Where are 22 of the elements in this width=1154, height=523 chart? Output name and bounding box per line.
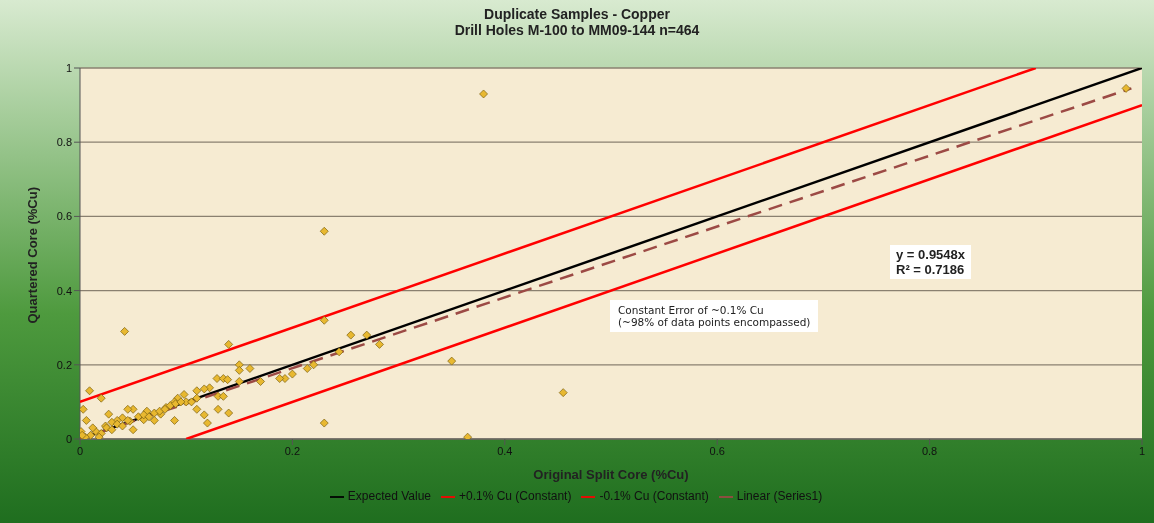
note-box: y = 0.9548x R² = 0.7186 (890, 245, 972, 279)
x-tick-label: 0.6 (709, 444, 725, 457)
legend-label: +0.1% Cu (Constant) (459, 489, 572, 503)
x-tick-label: 1 (1138, 444, 1146, 457)
x-tick-label: 0.4 (497, 444, 513, 457)
legend-label: Linear (Series1) (736, 489, 823, 503)
y-axis-title: Quartered Core (%Cu) (24, 186, 40, 324)
x-tick-label: 0 (76, 444, 84, 457)
y-tick-label: 0.2 (56, 358, 72, 371)
y-tick-label: 0.4 (56, 284, 72, 297)
chart-subtitle: Drill Holes M-100 to MM09-144 n=464 (453, 22, 701, 38)
x-tick-label: 0.2 (284, 444, 301, 457)
y-tick-label: 1 (65, 61, 72, 74)
chart-title: Duplicate Samples - Copper (483, 6, 671, 22)
y-tick-label: 0 (65, 432, 72, 445)
note-box: Constant Error of ~0.1% Cu (~98% of data points encompassed) (610, 300, 819, 332)
x-tick-label: 0.8 (921, 444, 938, 457)
y-tick-label: 0.8 (56, 136, 72, 149)
x-axis-title: Original Split Core (%Cu) (533, 467, 689, 482)
y-tick-label: 0.6 (56, 210, 72, 223)
legend-label: Expected Value (347, 489, 431, 503)
legend-label: -0.1% Cu (Constant) (599, 489, 709, 503)
